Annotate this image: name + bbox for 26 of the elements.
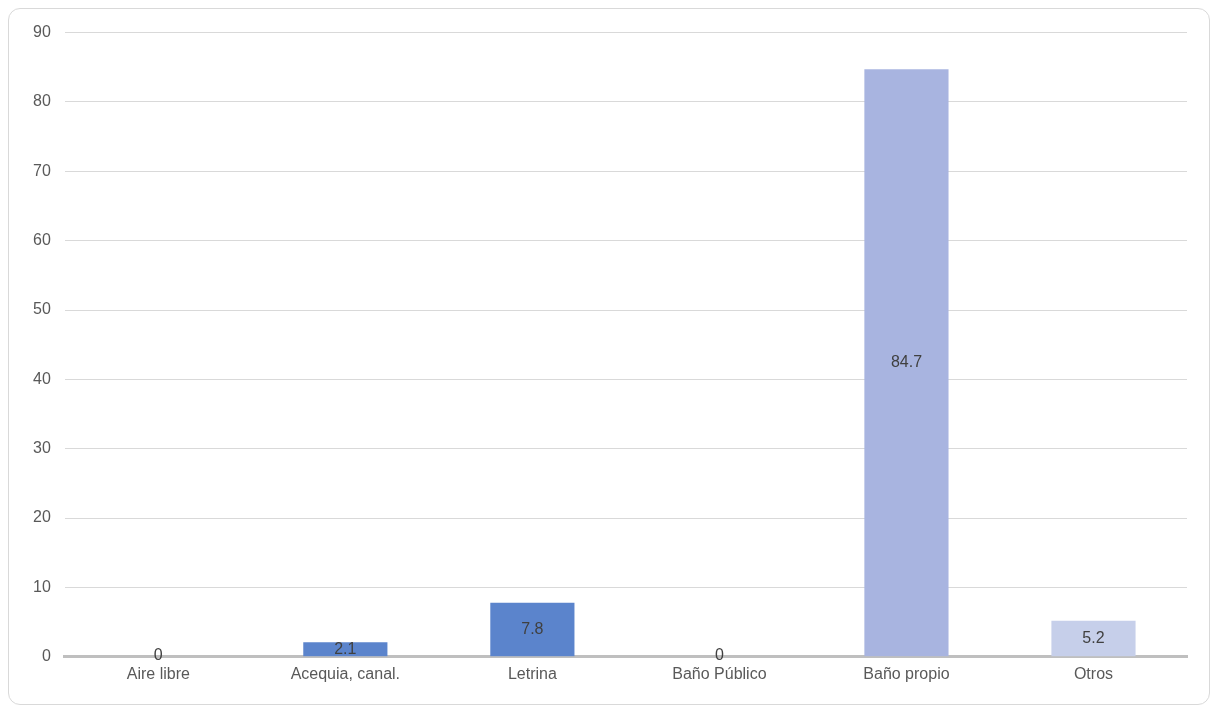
- data-label: 7.8: [521, 619, 544, 637]
- y-tick-label: 30: [33, 439, 51, 457]
- data-label: 84.7: [890, 353, 923, 371]
- bar: [864, 69, 949, 657]
- data-label: 2.1: [334, 639, 357, 657]
- y-tick-label: 60: [33, 231, 51, 249]
- bar: [490, 602, 575, 657]
- x-tick-label: Acequia, canal.: [290, 664, 401, 682]
- y-tick-label: 20: [33, 508, 51, 526]
- data-label: 5.2: [1082, 628, 1105, 646]
- bar: [303, 642, 388, 657]
- x-tick-label: Aire libre: [126, 664, 190, 682]
- y-tick-label: 0: [41, 647, 51, 665]
- y-tick-label: 70: [33, 161, 51, 179]
- x-tick-label: Letrina: [507, 664, 557, 682]
- y-tick-label: 10: [33, 577, 51, 595]
- data-label: 0: [714, 646, 724, 664]
- data-label: 0: [153, 646, 163, 664]
- bar: [1051, 620, 1136, 657]
- x-tick-label: Baño propio: [863, 664, 950, 682]
- y-tick-label: 80: [33, 92, 51, 110]
- x-tick-label: Baño Público: [672, 664, 767, 682]
- y-tick-label: 40: [33, 369, 51, 387]
- y-tick-label: 90: [33, 23, 51, 41]
- x-tick-label: Otros: [1073, 664, 1114, 682]
- y-tick-label: 50: [33, 300, 51, 318]
